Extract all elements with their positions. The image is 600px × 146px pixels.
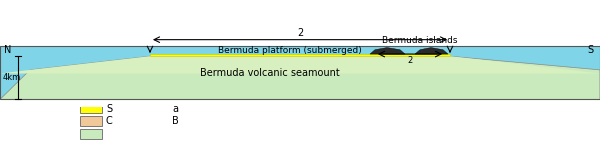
FancyBboxPatch shape — [80, 129, 102, 139]
Text: a: a — [172, 104, 178, 114]
Text: N: N — [4, 45, 11, 55]
FancyBboxPatch shape — [0, 46, 600, 99]
Text: 4km: 4km — [3, 73, 21, 82]
FancyBboxPatch shape — [80, 117, 102, 126]
Text: S: S — [106, 104, 112, 114]
Polygon shape — [370, 48, 405, 54]
Text: C: C — [106, 116, 113, 126]
Polygon shape — [150, 54, 450, 56]
Text: Bermuda volcanic seamount: Bermuda volcanic seamount — [200, 68, 340, 79]
Text: B: B — [172, 116, 179, 126]
Text: 2: 2 — [297, 27, 303, 38]
FancyBboxPatch shape — [80, 104, 102, 113]
Text: Bermuda platform (submerged): Bermuda platform (submerged) — [218, 46, 362, 55]
Polygon shape — [0, 56, 600, 73]
Text: S: S — [587, 45, 593, 55]
Polygon shape — [150, 53, 450, 54]
Text: Bermuda islands: Bermuda islands — [382, 36, 458, 45]
Polygon shape — [415, 48, 448, 54]
Text: 2: 2 — [407, 56, 413, 65]
Polygon shape — [0, 56, 600, 99]
